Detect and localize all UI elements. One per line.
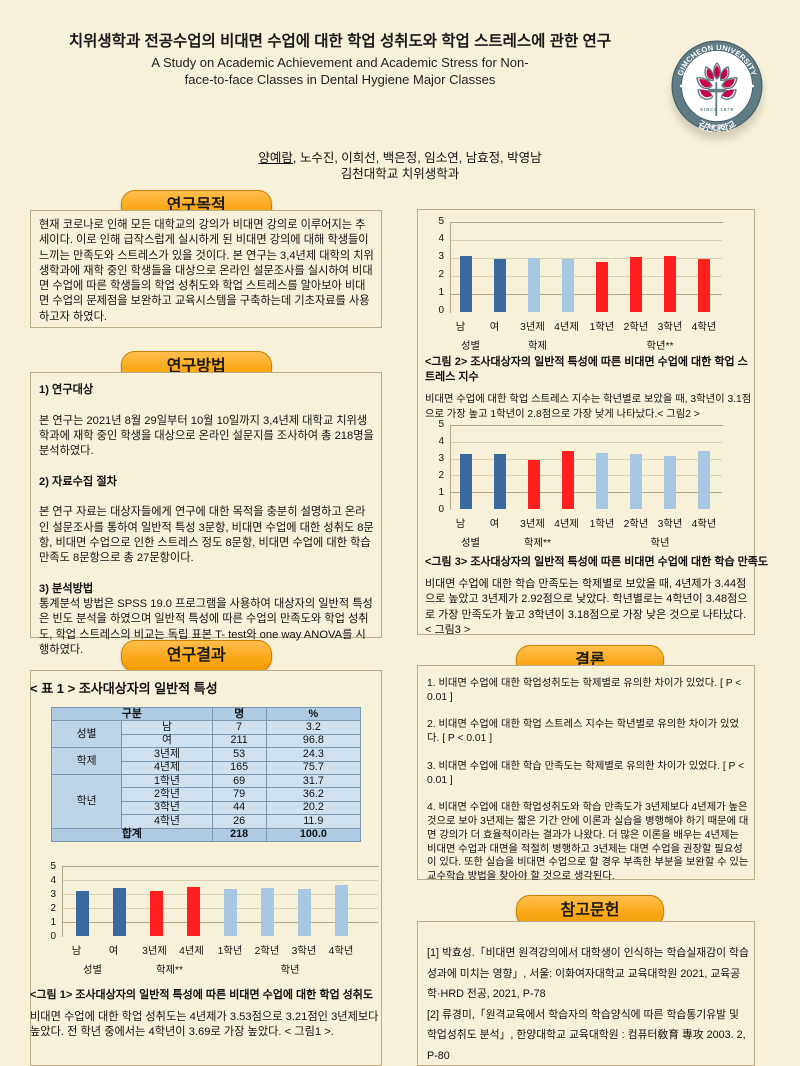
svg-text:SINCE 1978: SINCE 1978 xyxy=(700,107,734,112)
